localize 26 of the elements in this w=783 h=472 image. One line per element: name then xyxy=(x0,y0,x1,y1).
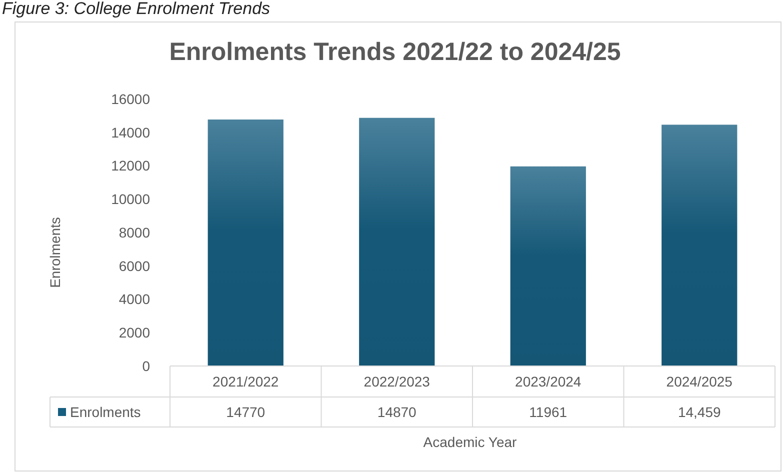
data-label: 14,459 xyxy=(678,404,721,420)
y-tick-label: 10000 xyxy=(111,191,150,208)
y-tick-label: 16000 xyxy=(111,90,150,107)
legend-label: Enrolments xyxy=(70,404,141,420)
data-label: 14770 xyxy=(226,404,266,420)
bar xyxy=(359,118,435,366)
y-tick-label: 8000 xyxy=(118,224,150,240)
y-tick-label: 6000 xyxy=(118,258,150,274)
y-tick-label: 12000 xyxy=(111,158,150,174)
y-tick-label: 0 xyxy=(142,358,150,374)
y-axis-title: Enrolments xyxy=(47,217,63,288)
y-tick-label: 2000 xyxy=(118,324,150,341)
x-tick-label: 2023/2024 xyxy=(515,373,582,390)
data-label: 14870 xyxy=(377,404,417,420)
bar xyxy=(510,166,586,366)
bar xyxy=(662,124,738,366)
x-axis-title: Academic Year xyxy=(423,434,518,450)
x-tick-label: 2022/2023 xyxy=(364,373,430,390)
bar xyxy=(208,120,284,366)
x-tick-label: 2021/2022 xyxy=(212,373,279,390)
caption: Figure 3: College Enrolment Trends xyxy=(2,0,271,18)
y-tick-label: 14000 xyxy=(111,124,150,140)
data-label: 11961 xyxy=(529,404,568,420)
chart-title: Enrolments Trends 2021/22 to 2024/25 xyxy=(169,38,621,66)
y-tick-label: 4000 xyxy=(118,291,150,308)
x-tick-label: 2024/2025 xyxy=(666,373,733,390)
